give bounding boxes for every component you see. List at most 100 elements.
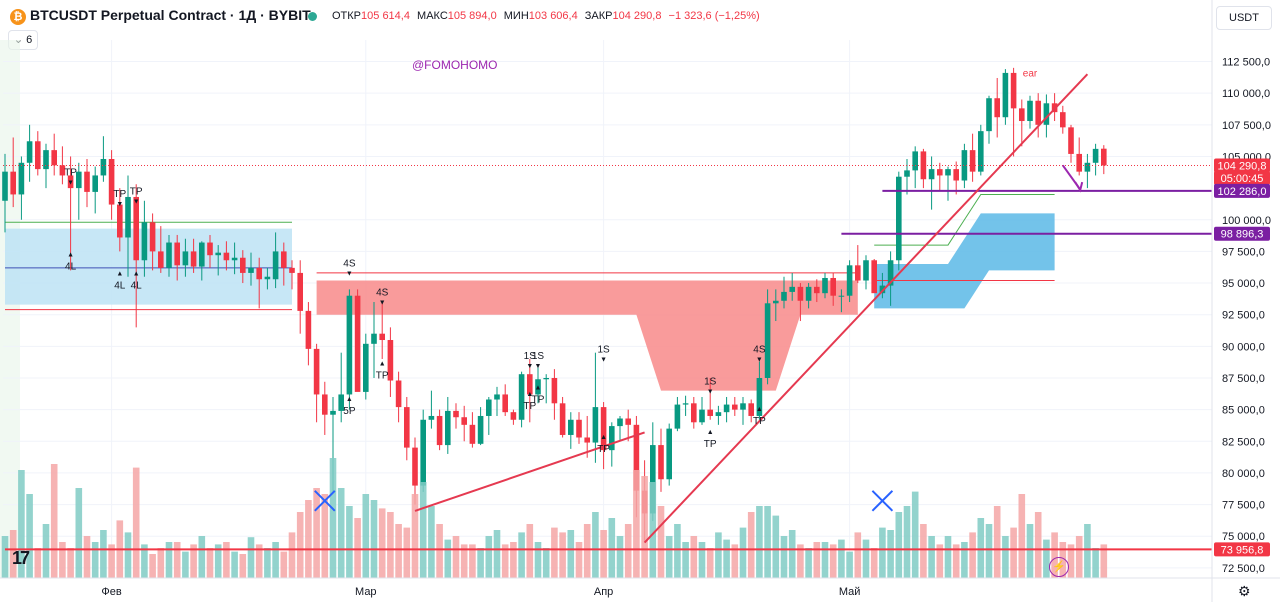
change-value: −1 323,6 (−1,25%) xyxy=(668,10,760,22)
candle-body xyxy=(920,151,927,180)
gear-icon[interactable]: ⚙ xyxy=(1238,583,1251,599)
price-tick: 90 000,0 xyxy=(1222,341,1265,353)
candle-body xyxy=(313,348,320,395)
signal-label: 4S xyxy=(753,345,766,356)
volume-bar xyxy=(961,542,968,578)
candle-body xyxy=(863,260,869,281)
currency-button[interactable]: USDT xyxy=(1216,6,1272,30)
volume-bar xyxy=(477,548,484,578)
candle-body xyxy=(518,374,525,420)
bullish-cloud xyxy=(5,228,292,305)
price-label-bg xyxy=(1214,170,1270,185)
volume-bar xyxy=(542,548,550,578)
candle-body xyxy=(838,295,845,297)
volume-bar xyxy=(165,542,173,578)
price-tick: 82 500,0 xyxy=(1222,436,1265,448)
volume-bar xyxy=(706,548,714,578)
signal-arrow: ▼ xyxy=(67,179,74,186)
candle-body xyxy=(969,150,976,172)
volume-bar xyxy=(756,506,763,578)
volume-bar xyxy=(583,524,591,578)
candle-body xyxy=(51,150,57,166)
alert-lightning-icon[interactable]: ⚡ xyxy=(1049,557,1069,577)
candle-body xyxy=(879,285,886,294)
volume-bar xyxy=(157,548,165,578)
volume-bar xyxy=(26,494,33,578)
volume-bar xyxy=(1018,494,1026,578)
volume-bar xyxy=(42,524,50,578)
volume-bar xyxy=(920,524,927,578)
volume-bar xyxy=(616,536,624,578)
candle-body xyxy=(600,407,607,451)
volume-bar xyxy=(641,476,648,578)
candle-body xyxy=(35,141,41,170)
volume-bar xyxy=(715,532,722,578)
candle-body xyxy=(551,377,558,404)
candle-body xyxy=(486,399,492,416)
candle-body xyxy=(699,409,705,423)
candle-body xyxy=(1076,153,1082,172)
market-status-icon xyxy=(308,12,317,21)
price-label-bg xyxy=(1214,226,1270,241)
volume-bar xyxy=(305,500,312,578)
low-label: МИН xyxy=(503,10,529,22)
tradingview-logo[interactable]: 17 xyxy=(12,548,30,568)
candle-body xyxy=(158,251,164,268)
candle-body xyxy=(633,424,640,491)
volume-bar xyxy=(59,542,66,578)
volume-bar xyxy=(772,515,780,578)
candle-body xyxy=(354,295,361,392)
cross-marker xyxy=(314,490,336,512)
volume-bar xyxy=(50,464,58,578)
candle-body xyxy=(272,251,279,280)
candle-body xyxy=(814,286,820,294)
candle-body xyxy=(330,410,336,415)
candle-body xyxy=(1060,112,1066,128)
candle-body xyxy=(797,286,804,301)
candle-body xyxy=(182,251,189,266)
chart-header: ₿ BTCUSDT Perpetual Contract · 1Д · BYBI… xyxy=(0,0,1212,32)
volume-bar xyxy=(797,544,804,578)
candle-body xyxy=(559,403,566,435)
high-value: 105 894,0 xyxy=(447,10,497,22)
volume-bar xyxy=(182,551,189,578)
close-value: 104 290,8 xyxy=(612,10,662,22)
price-tick: 80 000,0 xyxy=(1222,468,1265,480)
candle-body xyxy=(395,380,402,408)
volume-bar xyxy=(649,482,657,578)
price-label-bg xyxy=(1214,542,1270,557)
volume-bar xyxy=(346,506,353,578)
candle-body xyxy=(592,407,599,443)
candle-body xyxy=(576,419,582,438)
candle-body xyxy=(363,343,369,392)
price-tick: 97 500,0 xyxy=(1222,246,1265,258)
candle-body xyxy=(1035,100,1041,125)
candle-body xyxy=(674,404,681,429)
candle-body xyxy=(10,171,16,195)
volume-bar xyxy=(329,458,337,578)
signal-label: 4L xyxy=(131,281,143,292)
volume-bar xyxy=(575,542,583,578)
volume-bar xyxy=(657,506,665,578)
left-shade xyxy=(0,40,20,578)
symbol-title[interactable]: BTCUSDT Perpetual Contract · 1Д · BYBIT xyxy=(30,7,311,23)
volume-bar xyxy=(821,542,829,578)
candle-body xyxy=(650,445,656,514)
volume-bar xyxy=(124,532,132,578)
candle-body xyxy=(666,428,672,480)
candle-body xyxy=(1019,108,1025,122)
volume-bar xyxy=(1034,512,1042,578)
candle-body xyxy=(625,418,631,425)
volume-bar xyxy=(223,542,230,578)
candle-body xyxy=(149,222,156,252)
candle-body xyxy=(264,276,271,280)
volume-bar xyxy=(1026,524,1034,578)
candle-body xyxy=(141,222,148,261)
trend-line xyxy=(643,73,1089,544)
candle-body xyxy=(117,204,123,238)
price-tick: 112 500,0 xyxy=(1222,57,1270,69)
signal-arrow: ▼ xyxy=(116,201,123,208)
volume-bar xyxy=(288,532,296,578)
candle-body xyxy=(322,394,328,415)
